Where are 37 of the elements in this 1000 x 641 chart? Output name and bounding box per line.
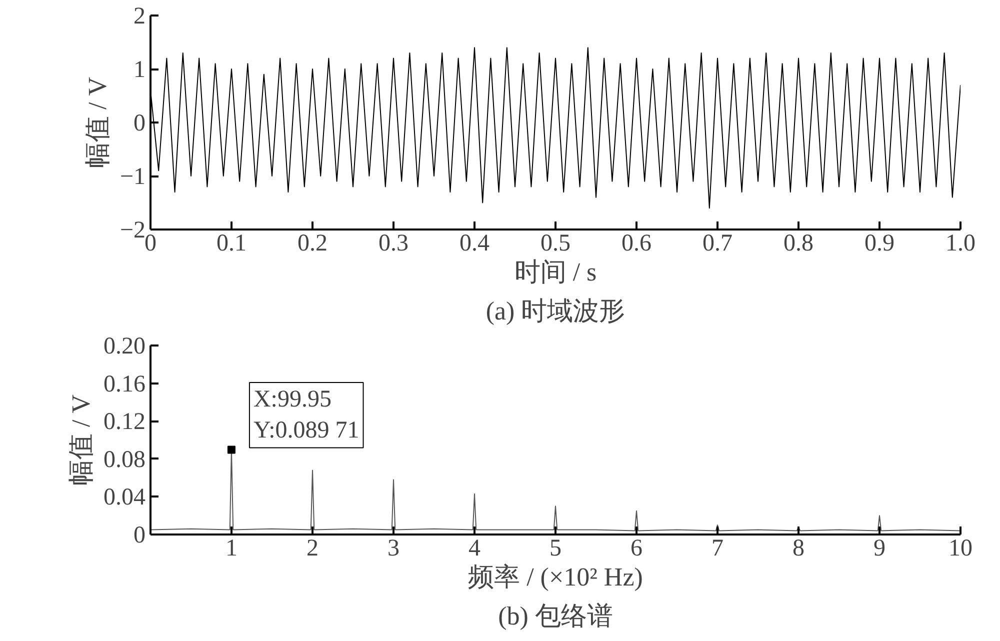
y-tick-label: −2: [120, 218, 146, 244]
y-tick-label: 0.08: [104, 446, 146, 473]
y-axis-title: 幅值 / V: [82, 76, 112, 168]
x-tick-label: 6: [630, 536, 642, 562]
annotation: X:99.95 Y:0.089 71: [253, 386, 360, 444]
x-tick-label: 0.8: [784, 230, 814, 256]
text: (a) 时域波形: [486, 296, 626, 326]
y-tick-label: 0.16: [104, 371, 146, 398]
y-tick-label: 0: [134, 110, 146, 136]
x-tick-label: 2: [306, 536, 318, 562]
x-tick-label: 0.1: [216, 230, 246, 256]
y-axis-title: 幅值 / V: [66, 394, 96, 486]
x-tick-label: 4: [468, 536, 480, 562]
x-tick-label: 0.2: [298, 230, 328, 256]
y-tick-label: 0.20: [104, 334, 146, 360]
x-tick-label: 5: [550, 536, 562, 562]
x-tick-label: 9: [874, 536, 886, 562]
y-tick-label: 1: [134, 57, 146, 83]
y-tick-label: 0.12: [104, 409, 146, 436]
x-tick-label: 1: [226, 536, 238, 562]
x-tick-label: 8: [792, 536, 804, 562]
x-tick-label: 0.5: [540, 230, 570, 256]
x-tick-label: 3: [388, 536, 400, 562]
x-tick-label: 7: [712, 536, 724, 562]
x-axis-title: 频率 / (×10² Hz): [468, 562, 643, 592]
x-tick-label: 1.0: [946, 230, 976, 256]
y-tick-label: 2: [134, 4, 146, 30]
x-axis-title: 时间 / s: [514, 258, 597, 286]
x-tick-label: 0.3: [378, 230, 408, 256]
x-tick-label: 0.7: [702, 230, 732, 256]
y-tick-label: 0.04: [104, 484, 146, 511]
y-tick-label: −1: [120, 164, 146, 190]
x-tick-label: 0.4: [460, 230, 490, 256]
text: (b) 包络谱: [498, 602, 613, 630]
x-tick-label: 0.9: [864, 230, 894, 256]
x-tick-label: 10: [948, 536, 972, 562]
x-tick-label: 0.6: [622, 230, 652, 256]
